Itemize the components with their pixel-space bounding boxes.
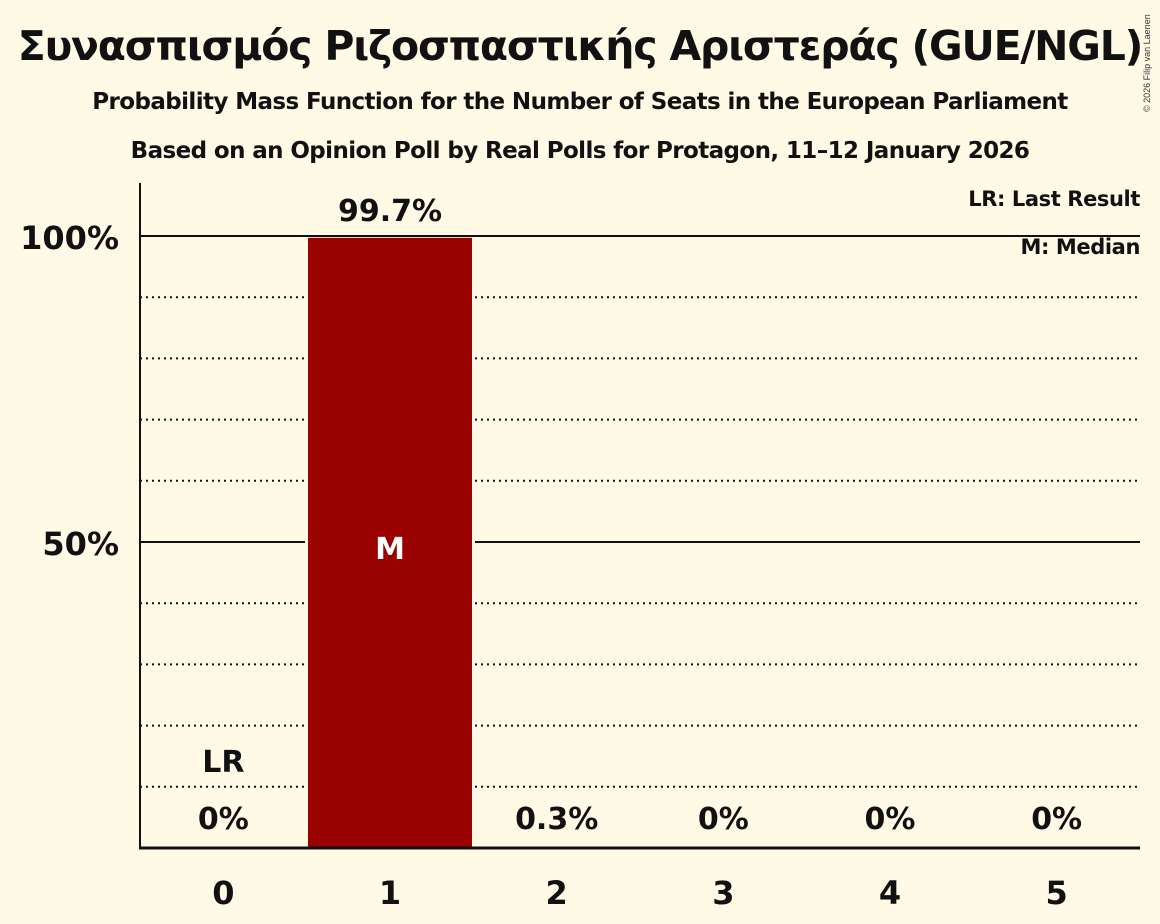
y-tick-label: 100% xyxy=(20,219,119,257)
median-marker: M xyxy=(375,532,405,567)
x-tick-label: 2 xyxy=(546,874,568,912)
x-tick-label: 3 xyxy=(712,874,734,912)
x-tick-label: 1 xyxy=(379,874,401,912)
x-tick-label: 5 xyxy=(1046,874,1068,912)
legend-median: M: Median xyxy=(1020,235,1141,259)
value-label: 0% xyxy=(198,802,249,837)
legend-last-result: LR: Last Result xyxy=(968,187,1140,211)
value-label: 0% xyxy=(698,802,749,837)
y-tick-label: 50% xyxy=(42,525,119,563)
chart-title: Συνασπισμός Ριζοσπαστικής Αριστεράς (GUE… xyxy=(17,22,1144,70)
value-label: 99.7% xyxy=(338,194,442,229)
value-label: 0% xyxy=(865,802,916,837)
x-tick-label: 0 xyxy=(212,874,234,912)
chart-source: Based on an Opinion Poll by Real Polls f… xyxy=(130,138,1030,164)
chart-subtitle: Probability Mass Function for the Number… xyxy=(92,89,1068,115)
last-result-marker: LR xyxy=(202,745,244,780)
value-label: 0.3% xyxy=(515,802,598,837)
x-tick-label: 4 xyxy=(879,874,901,912)
bar-1 xyxy=(308,237,472,848)
value-label: 0% xyxy=(1031,802,1082,837)
